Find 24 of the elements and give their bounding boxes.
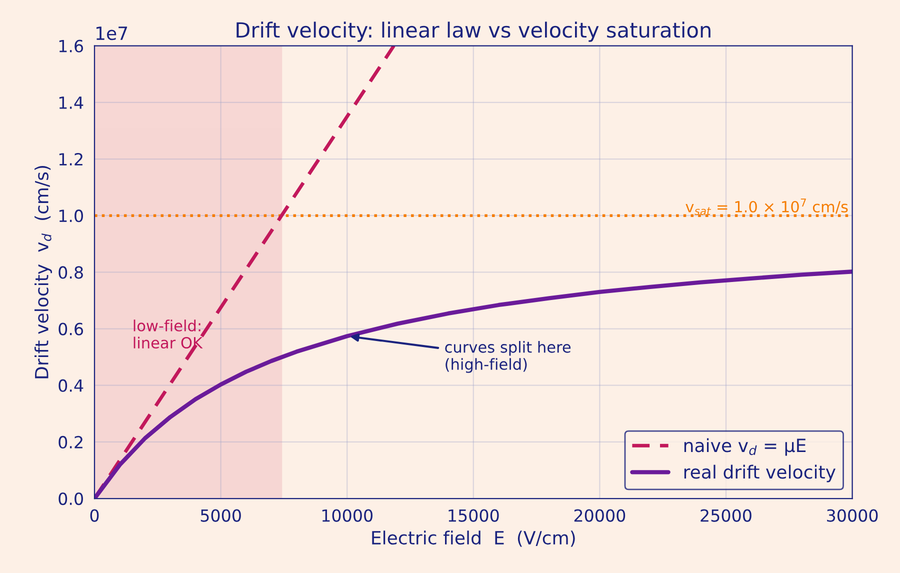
y-tick-label: 0.4 <box>58 379 84 392</box>
x-tick-label: 0 <box>90 509 99 522</box>
x-tick-label: 5000 <box>200 509 241 522</box>
y-tick-label: 1.2 <box>59 152 82 166</box>
y-tick-label: 0.2 <box>58 436 82 448</box>
x-tick-label: 20000 <box>574 509 626 522</box>
y-tick-label: 1.6 <box>59 40 84 52</box>
x-tick-label: 15000 <box>448 509 499 522</box>
text: 1e7 <box>96 26 128 40</box>
ref-line-label: v$_{sat}$ = 1.0 × 10$^{7}$ cm/s <box>686 198 848 215</box>
y-tick-label: 0.6 <box>58 322 84 336</box>
y-tick-label: 0.8 <box>58 266 83 279</box>
chart-title: Drift velocity: linear law vs velocity saturation <box>236 22 710 42</box>
x-tick-label: 10000 <box>322 509 372 522</box>
x-tick-label: 30000 <box>827 509 878 522</box>
y-tick-label: 1.0 <box>59 210 83 222</box>
y-axis-title: Drift velocity v$_{d}$ (cm/s) <box>34 166 52 378</box>
x-axis-title: Electric field E (V/cm) <box>372 530 575 547</box>
x-tick-label: 25000 <box>700 509 752 522</box>
annotation: curves split here (high-field) <box>445 341 571 373</box>
legend-label: real drift velocity <box>684 464 836 482</box>
y-tick-label: 1.4 <box>59 96 84 109</box>
y-tick-label: 0.0 <box>58 492 83 506</box>
legend-label: naive v$_{d}$ = μE <box>684 438 806 456</box>
